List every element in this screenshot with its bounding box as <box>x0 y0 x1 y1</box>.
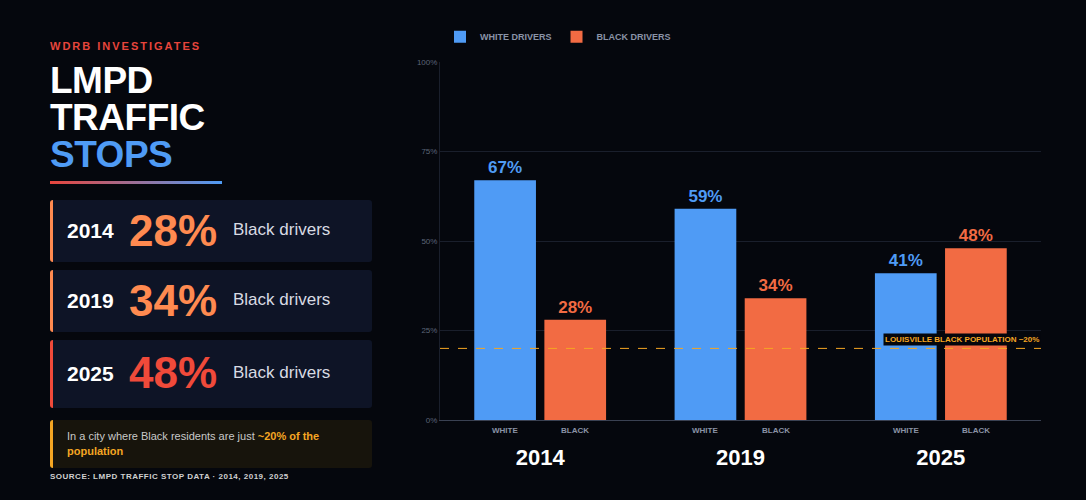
svg-text:WHITE DRIVERS: WHITE DRIVERS <box>480 32 552 42</box>
svg-text:100%: 100% <box>417 58 437 67</box>
html-text:TRAFFIC: TRAFFIC <box>50 97 205 138</box>
html-text:2025: 2025 <box>67 362 114 385</box>
html-text:48%: 48% <box>129 348 218 397</box>
html-text:STOPS: STOPS <box>50 134 173 175</box>
svg-text:59%: 59% <box>688 187 722 206</box>
svg-text:BLACK: BLACK <box>762 426 790 435</box>
html-text:LMPD: LMPD <box>50 60 153 101</box>
html-text:SOURCE: LMPD TRAFFIC STOP DATA: SOURCE: LMPD TRAFFIC STOP DATA · 2014, 2… <box>50 472 289 481</box>
html-text:28%: 28% <box>129 206 218 255</box>
svg-text:LOUISVILLE BLACK POPULATION ~2: LOUISVILLE BLACK POPULATION ~20% <box>885 335 1039 344</box>
html-text:2014: 2014 <box>67 219 114 242</box>
svg-text:25%: 25% <box>421 326 437 335</box>
html-text:Black drivers: Black drivers <box>233 220 331 239</box>
svg-text:41%: 41% <box>889 251 923 270</box>
svg-text:48%: 48% <box>959 226 993 245</box>
html-text:Black drivers: Black drivers <box>233 290 331 309</box>
svg-text:BLACK DRIVERS: BLACK DRIVERS <box>597 32 671 42</box>
html-text:In a city where Black resident: In a city where Black residents are just… <box>67 430 320 457</box>
svg-text:BLACK: BLACK <box>962 426 990 435</box>
html-text:34%: 34% <box>129 276 218 325</box>
svg-text:WHITE: WHITE <box>893 426 919 435</box>
svg-text:2019: 2019 <box>716 445 765 470</box>
svg-text:34%: 34% <box>759 276 793 295</box>
svg-text:0%: 0% <box>426 416 438 425</box>
svg-text:BLACK: BLACK <box>561 426 589 435</box>
html-text:WDRB INVESTIGATES: WDRB INVESTIGATES <box>50 40 202 52</box>
svg-text:75%: 75% <box>421 147 437 156</box>
svg-text:2025: 2025 <box>916 445 965 470</box>
svg-text:2014: 2014 <box>516 445 566 470</box>
svg-text:WHITE: WHITE <box>492 426 518 435</box>
html-text:Black drivers: Black drivers <box>233 363 331 382</box>
svg-text:50%: 50% <box>421 237 437 246</box>
svg-text:28%: 28% <box>558 298 592 317</box>
html-text:2019: 2019 <box>67 289 114 312</box>
svg-text:67%: 67% <box>488 158 522 177</box>
svg-text:WHITE: WHITE <box>692 426 718 435</box>
